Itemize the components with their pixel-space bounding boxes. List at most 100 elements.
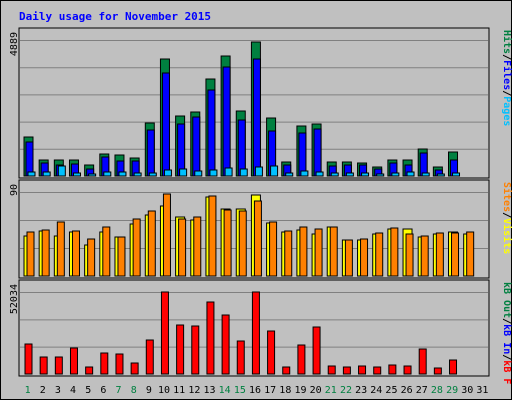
top-bar-pages-day-5: [88, 173, 97, 177]
x-tick-label-day-21: 21: [325, 385, 337, 396]
bottom-bar-kb-f-day-9: [145, 339, 154, 375]
x-tick-label-day-10: 10: [158, 385, 170, 396]
x-tick-label-day-6: 6: [100, 385, 106, 396]
bottom-bar-kb-f-day-4: [69, 347, 78, 375]
x-tick-label-day-19: 19: [294, 385, 306, 396]
middle-y-max-label: 90: [9, 184, 20, 196]
x-tick-label-day-12: 12: [188, 385, 200, 396]
bottom-bar-kb-f-day-20: [312, 326, 321, 375]
x-tick-label-day-27: 27: [416, 385, 428, 396]
x-tick-label-day-3: 3: [55, 385, 61, 396]
x-tick-label-day-2: 2: [40, 385, 46, 396]
middle-bar-sites-day-10: [162, 193, 171, 277]
middle-bar-sites-day-16: [253, 200, 262, 277]
bottom-bar-kb-f-day-12: [191, 325, 200, 375]
bottom-bar-kb-f-day-2: [39, 356, 48, 375]
x-tick-label-day-15: 15: [234, 385, 246, 396]
top-bar-pages-day-18: [285, 172, 294, 177]
bottom-bar-kb-f-day-28: [433, 367, 442, 375]
legend-hits-label: Hits: [501, 30, 512, 54]
top-bar-pages-day-17: [270, 165, 279, 177]
legend--label: /: [501, 354, 512, 360]
top-bar-pages-day-21: [330, 172, 339, 177]
top-bar-pages-day-20: [315, 171, 324, 177]
top-bar-pages-day-11: [179, 168, 188, 177]
x-tick-label-day-20: 20: [310, 385, 322, 396]
middle-bar-sites-day-30: [466, 231, 475, 277]
top-y-max-label: 4889: [9, 32, 20, 56]
bottom-bar-kb-f-day-16: [251, 291, 260, 375]
middle-bar-sites-day-19: [299, 226, 308, 277]
middle-bar-sites-day-21: [329, 226, 338, 277]
top-bar-files-day-20: [313, 128, 322, 177]
top-bar-pages-day-29: [452, 172, 461, 177]
middle-bar-sites-day-6: [102, 226, 111, 277]
top-bar-pages-day-10: [163, 169, 172, 177]
top-bar-pages-day-8: [133, 172, 142, 177]
x-tick-label-day-5: 5: [85, 385, 91, 396]
top-bar-files-day-14: [222, 66, 231, 177]
middle-bar-sites-day-22: [344, 239, 353, 277]
legend-visits-label: Visits: [501, 218, 512, 254]
bottom-bar-kb-f-day-26: [403, 365, 412, 375]
bottom-bar-kb-f-day-22: [342, 366, 351, 375]
middle-bar-sites-day-26: [405, 233, 414, 277]
middle-bar-sites-day-13: [208, 195, 217, 277]
middle-bar-sites-day-23: [360, 238, 369, 277]
top-panel: 4889 Hits/Files/Pages: [9, 27, 512, 179]
top-bar-pages-day-13: [209, 169, 218, 177]
middle-bar-sites-day-9: [147, 210, 156, 277]
legend--label: /: [501, 90, 512, 96]
top-bar-pages-day-2: [42, 171, 51, 177]
middle-bar-sites-day-25: [390, 227, 399, 277]
x-tick-label-day-23: 23: [355, 385, 367, 396]
middle-bar-sites-day-12: [193, 216, 202, 277]
bottom-bar-kb-f-day-18: [282, 366, 291, 375]
middle-bar-sites-day-14: [223, 209, 232, 277]
top-bar-files-day-1: [25, 141, 34, 177]
bottom-bar-kb-f-day-29: [449, 359, 458, 375]
middle-bar-sites-day-15: [238, 210, 247, 277]
top-bar-pages-day-7: [118, 171, 127, 177]
top-bar-pages-day-12: [194, 170, 203, 177]
bottom-bar-kb-f-day-10: [160, 291, 169, 375]
middle-bar-sites-day-4: [71, 230, 80, 277]
bottom-bar-kb-f-day-23: [358, 365, 367, 375]
middle-bar-sites-day-20: [314, 228, 323, 277]
legend-sites-label: Sites: [501, 182, 512, 212]
top-bar-files-day-19: [298, 132, 307, 177]
middle-side-legend: Sites/Visits: [501, 182, 512, 254]
top-bar-files-day-15: [237, 119, 246, 177]
top-bar-pages-day-23: [361, 172, 370, 177]
x-tick-label-day-16: 16: [249, 385, 261, 396]
x-tick-label-day-24: 24: [370, 385, 382, 396]
bottom-y-max-label: 52034: [9, 284, 20, 314]
middle-bar-sites-day-7: [117, 236, 126, 277]
x-tick-label-day-7: 7: [116, 385, 122, 396]
middle-bar-sites-day-27: [420, 235, 429, 277]
bottom-bar-kb-f-day-15: [236, 340, 245, 375]
top-bar-pages-day-6: [103, 171, 112, 177]
bottom-bar-kb-f-day-24: [373, 366, 382, 375]
legend--label: /: [501, 318, 512, 324]
top-side-legend: Hits/Files/Pages: [501, 30, 512, 126]
legend-kbf-label: kB F: [501, 360, 512, 384]
middle-bar-sites-day-11: [178, 218, 187, 277]
top-bar-pages-day-25: [391, 172, 400, 177]
x-tick-label-day-17: 17: [264, 385, 276, 396]
x-tick-label-day-18: 18: [279, 385, 291, 396]
x-tick-label-day-26: 26: [401, 385, 413, 396]
bottom-bar-kb-f-day-7: [115, 353, 124, 375]
middle-bar-sites-day-8: [132, 218, 141, 277]
x-tick-label-day-25: 25: [385, 385, 397, 396]
top-bar-pages-day-24: [376, 173, 385, 177]
bottom-bar-kb-f-day-27: [418, 348, 427, 375]
middle-panel: 90 Sites/Visits: [9, 179, 512, 279]
legend-files-label: Files: [501, 60, 512, 90]
top-bar-files-day-10: [161, 72, 170, 177]
top-bar-pages-day-14: [224, 167, 233, 177]
middle-bar-sites-day-5: [87, 238, 96, 277]
top-bar-pages-day-28: [436, 173, 445, 177]
